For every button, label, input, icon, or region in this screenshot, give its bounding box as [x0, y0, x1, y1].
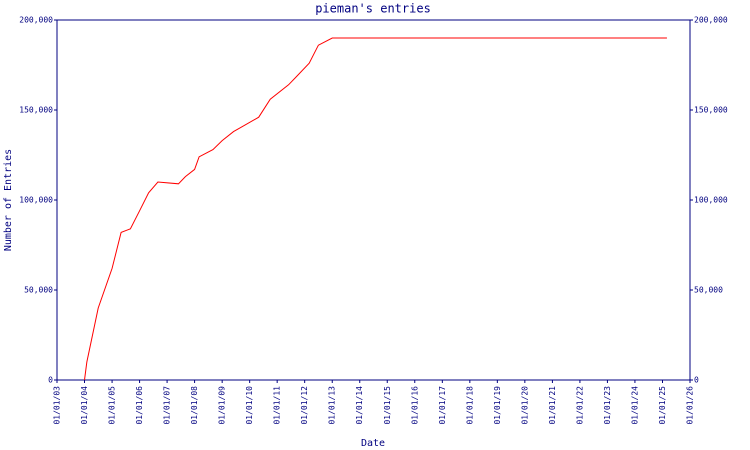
- x-tick-label: 01/01/18: [465, 386, 474, 425]
- x-tick-label: 01/01/04: [80, 386, 89, 425]
- y-tick-label: 200,000: [19, 16, 53, 25]
- x-axis-label: Date: [361, 438, 385, 449]
- x-tick-label: 01/01/13: [328, 386, 337, 425]
- x-tick-label: 01/01/03: [53, 386, 62, 425]
- y2-tick-label: 50,000: [694, 286, 723, 295]
- data-line: [84, 37, 667, 381]
- y2-tick-label: 0: [694, 376, 699, 385]
- y-tick-label: 150,000: [19, 106, 53, 115]
- plot-frame: [56, 19, 691, 381]
- y2-tick-label: 150,000: [694, 106, 728, 115]
- x-tick-label: 01/01/25: [658, 386, 667, 425]
- y2-tick-label: 100,000: [694, 196, 728, 205]
- y-tick-label: 50,000: [24, 286, 53, 295]
- x-tick-label: 01/01/08: [190, 386, 199, 425]
- x-tick-label: 01/01/14: [355, 386, 364, 425]
- x-tick-label: 01/01/11: [273, 386, 282, 425]
- x-tick-label: 01/01/23: [603, 386, 612, 425]
- x-tick-label: 01/01/06: [135, 386, 144, 425]
- x-tick-label: 01/01/07: [163, 386, 172, 425]
- x-tick-label: 01/01/15: [383, 386, 392, 425]
- x-tick-label: 01/01/24: [630, 386, 639, 425]
- x-tick-label: 01/01/16: [410, 386, 419, 425]
- x-tick-label: 01/01/20: [520, 386, 529, 425]
- x-tick-label: 01/01/19: [493, 386, 502, 425]
- x-tick-label: 01/01/22: [575, 386, 584, 425]
- x-tick-label: 01/01/05: [108, 386, 117, 425]
- x-tick-label: 01/01/26: [686, 386, 695, 425]
- y2-tick-label: 200,000: [694, 16, 728, 25]
- x-tick-label: 01/01/10: [245, 386, 254, 425]
- chart-title: pieman's entries: [315, 2, 431, 16]
- x-tick-label: 01/01/12: [300, 386, 309, 425]
- y-axis-label: Number of Entries: [3, 149, 14, 251]
- x-tick-label: 01/01/17: [438, 386, 447, 425]
- y-tick-label: 0: [48, 376, 53, 385]
- x-tick-label: 01/01/21: [548, 386, 557, 425]
- y-tick-label: 100,000: [19, 196, 53, 205]
- x-tick-label: 01/01/09: [218, 386, 227, 425]
